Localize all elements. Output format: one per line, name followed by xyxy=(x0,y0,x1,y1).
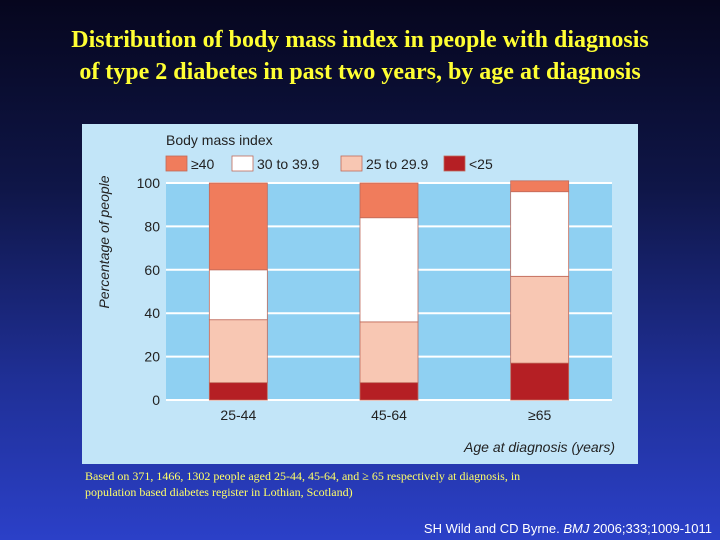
citation-ref: 2006;333;1009-1011 xyxy=(589,521,712,536)
y-tick-label: 60 xyxy=(144,262,160,278)
y-tick-label: 40 xyxy=(144,305,160,321)
y-tick-label: 100 xyxy=(137,175,161,191)
x-tick-label: 25-44 xyxy=(220,407,256,423)
bar-segment-1-2 xyxy=(208,319,268,384)
legend-label: 30 to 39.9 xyxy=(257,156,319,172)
x-tick-label: ≥65 xyxy=(528,407,551,423)
y-tick-label: 0 xyxy=(152,392,160,408)
caption-line-1: Based on 371, 1466, 1302 people aged 25-… xyxy=(85,469,521,483)
legend-swatch-3 xyxy=(340,155,363,172)
bar-segment-1-4 xyxy=(208,182,268,271)
x-tick-labels: 25-44 45-64 ≥65 xyxy=(220,407,551,423)
legend: ≥40 30 to 39.9 25 to 29.9 <25 xyxy=(165,155,493,172)
legend-swatch-2 xyxy=(231,155,254,172)
caption-line-2: population based diabetes register in Lo… xyxy=(85,485,353,499)
y-axis-label: Percentage of people xyxy=(96,175,112,308)
title-line-2: of type 2 diabetes in past two years, by… xyxy=(79,59,641,85)
bar-segment-3-3 xyxy=(510,191,570,277)
caption: Based on 371, 1466, 1302 people aged 25-… xyxy=(85,468,645,500)
legend-label: ≥40 xyxy=(191,156,214,172)
legend-title: Body mass index xyxy=(166,132,273,148)
bar-segment-1-1 xyxy=(208,382,268,401)
x-axis-label: Age at diagnosis (years) xyxy=(463,439,615,455)
y-tick-label: 80 xyxy=(144,218,160,234)
legend-label: 25 to 29.9 xyxy=(366,156,428,172)
stacked-bar-chart: 0 20 40 60 80 100 25-44 45-64 ≥65 ≥40 30 to 39.9… xyxy=(96,132,615,455)
citation-authors: SH Wild and CD Byrne. xyxy=(423,521,564,536)
bar-segment-3-4 xyxy=(510,180,570,193)
y-tick-label: 20 xyxy=(144,349,160,365)
legend-label: <25 xyxy=(469,156,493,172)
bar-segment-3-2 xyxy=(510,275,570,364)
chart-bars xyxy=(208,180,570,401)
bar-segment-1-3 xyxy=(208,269,268,321)
legend-swatch-4 xyxy=(443,155,466,172)
title-line-1: Distribution of body mass index in peopl… xyxy=(71,27,649,53)
bar-segment-3-1 xyxy=(510,362,570,401)
chart-panel: 0 20 40 60 80 100 25-44 45-64 ≥65 ≥40 30 to 39.9… xyxy=(82,124,638,464)
bar-segment-2-3 xyxy=(359,217,419,323)
x-tick-label: 45-64 xyxy=(371,407,407,423)
citation-journal: BMJ xyxy=(563,521,590,536)
legend-swatch-1 xyxy=(165,155,188,172)
bar-segment-2-1 xyxy=(359,382,419,401)
bar-segment-2-4 xyxy=(359,182,419,219)
citation: SH Wild and CD Byrne. BMJ 2006;333;1009-… xyxy=(424,521,712,536)
bar-segment-2-2 xyxy=(359,321,419,384)
y-tick-labels: 0 20 40 60 80 100 xyxy=(137,175,161,408)
slide-title: Distribution of body mass index in peopl… xyxy=(0,24,720,88)
